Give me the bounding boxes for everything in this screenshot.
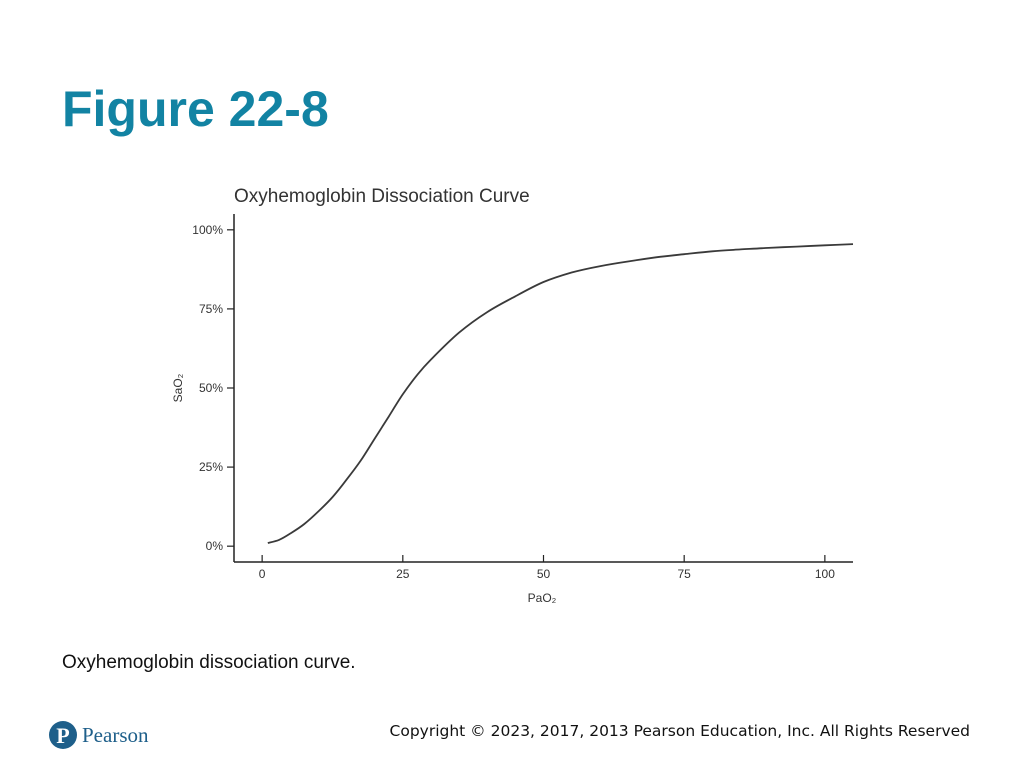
x-tick-label: 25: [396, 567, 410, 581]
x-ticks: 0 25 50 75 100: [259, 555, 835, 581]
y-tick-label: 75%: [199, 302, 223, 316]
series-line-saturation: [267, 243, 854, 544]
y-axis-label: SaO₂: [171, 373, 185, 402]
y-tick-label: 0%: [206, 539, 224, 553]
x-tick-label: 100: [815, 567, 835, 581]
pearson-logo: P Pearson: [48, 718, 149, 752]
x-tick-label: 0: [259, 567, 266, 581]
y-tick-label: 25%: [199, 460, 223, 474]
pearson-logo-icon: P: [49, 721, 77, 749]
figure-caption: Oxyhemoglobin dissociation curve.: [62, 652, 356, 673]
y-tick-label: 50%: [199, 381, 223, 395]
y-ticks: 0% 25% 50% 75% 100%: [192, 223, 234, 553]
x-axis-label: PaO₂: [528, 591, 557, 605]
chart-title: Oxyhemoglobin Dissociation Curve: [234, 186, 530, 207]
logo-mark: P: [56, 723, 69, 748]
slide-title: Figure 22-8: [62, 81, 329, 137]
y-tick-label: 100%: [192, 223, 223, 237]
x-tick-label: 50: [537, 567, 551, 581]
x-tick-label: 75: [678, 567, 692, 581]
logo-text: Pearson: [82, 722, 149, 747]
copyright-notice: Copyright © 2023, 2017, 2013 Pearson Edu…: [389, 722, 970, 740]
